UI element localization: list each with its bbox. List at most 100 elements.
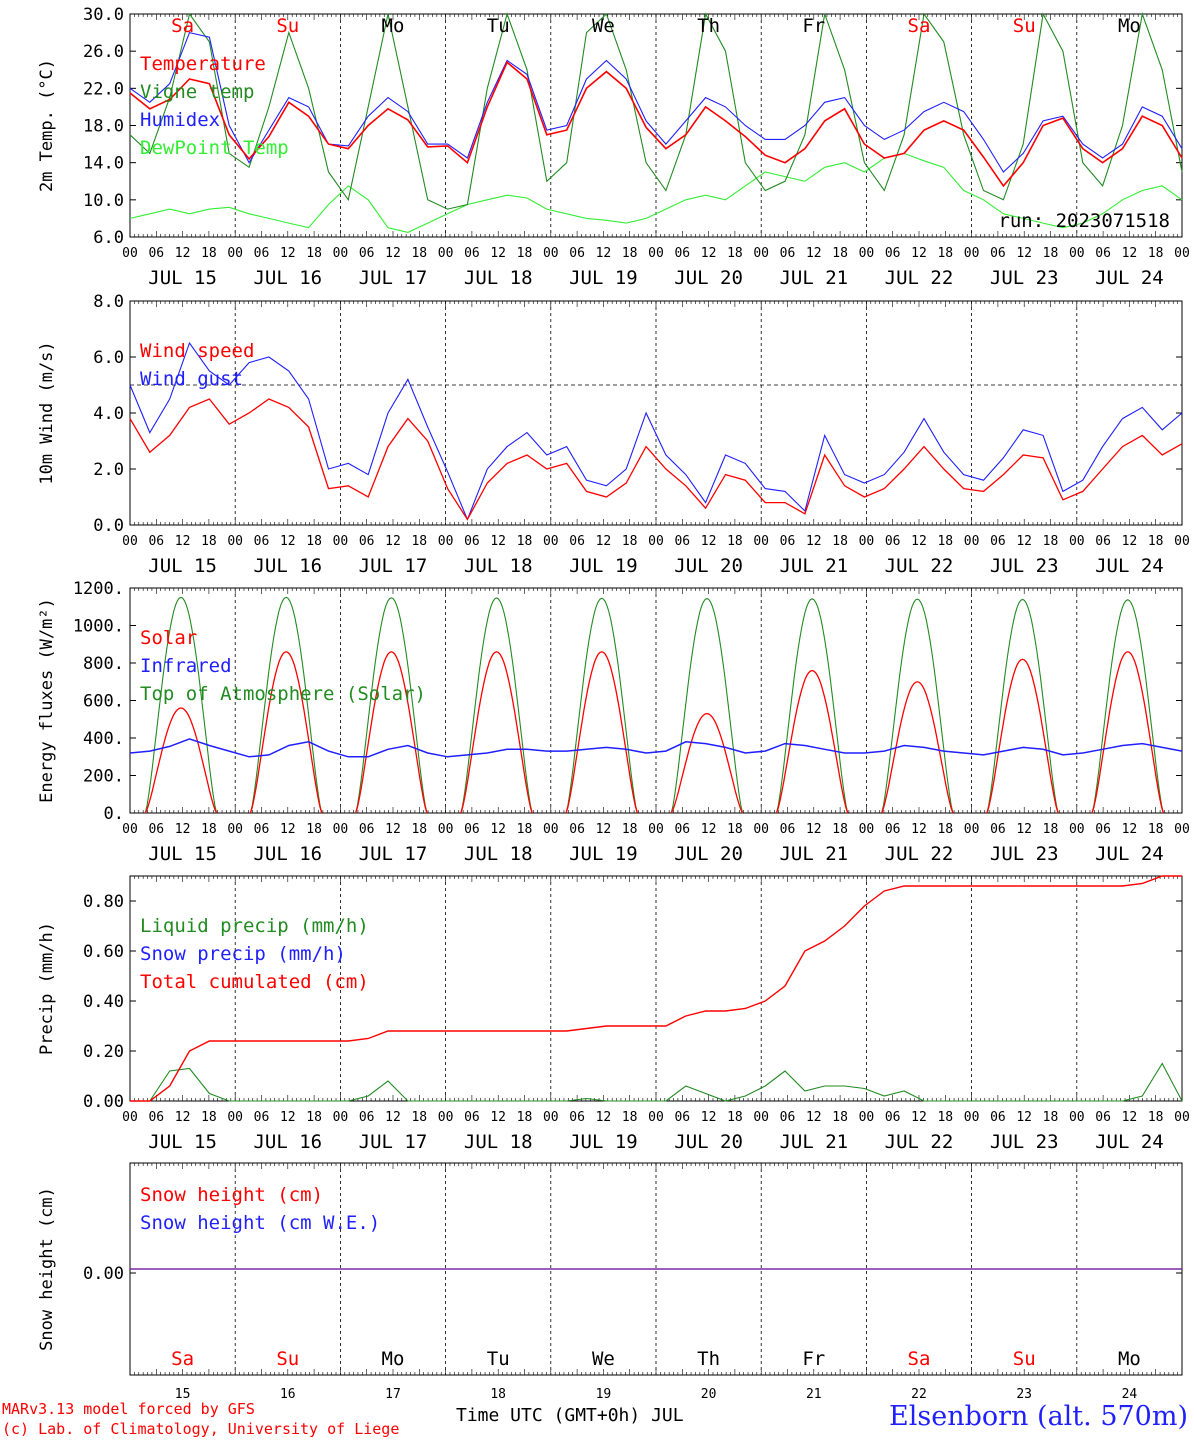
x-hour-label: 12 — [806, 534, 822, 549]
series-top-of-atmosphere — [144, 596, 1164, 814]
day-name: Sa — [171, 1348, 194, 1370]
y-tick-label: 200. — [83, 767, 124, 787]
x-hour-label: 06 — [148, 534, 164, 549]
x-hour-label: 06 — [990, 534, 1006, 549]
x-hour-label: 18 — [622, 1110, 638, 1125]
day-name: Fr — [802, 15, 825, 37]
x-hour-label: 18 — [306, 822, 322, 837]
x-hour-label: 06 — [885, 1110, 901, 1125]
series-infrared — [129, 738, 1183, 758]
day-number: 24 — [1122, 1387, 1138, 1402]
x-hour-label: 12 — [385, 246, 401, 261]
x-hour-label: 06 — [780, 1110, 796, 1125]
x-hour-label: 00 — [648, 822, 664, 837]
x-day-label: JUL 24 — [1095, 1131, 1164, 1153]
y-tick-label: 0.60 — [83, 942, 124, 962]
x-hour-label: 12 — [175, 822, 191, 837]
x-hour-label: 00 — [964, 246, 980, 261]
x-day-label: JUL 22 — [885, 843, 954, 865]
day-number: 16 — [280, 1387, 296, 1402]
x-day-label: JUL 22 — [885, 1131, 954, 1153]
y-tick-label: 18.0 — [83, 117, 124, 137]
station-title: Elsenborn (alt. 570m) — [889, 1401, 1188, 1432]
x-hour-label: 12 — [596, 1110, 612, 1125]
x-hour-label: 00 — [1069, 822, 1085, 837]
x-hour-label: 06 — [885, 534, 901, 549]
y-axis-label-1: 2m Temp. (°C) — [37, 59, 57, 192]
x-hour-label: 18 — [411, 1110, 427, 1125]
x-day-label: JUL 17 — [359, 843, 428, 865]
legend-item: Snow height (cm) — [140, 1184, 323, 1206]
y-tick-label: 8.0 — [93, 292, 124, 312]
x-hour-label: 00 — [543, 1110, 559, 1125]
x-hour-label: 12 — [596, 246, 612, 261]
y-tick-label: 22.0 — [83, 79, 124, 99]
x-hour-label: 18 — [517, 534, 533, 549]
y-axis-label-3: Energy fluxes (W/m²) — [37, 598, 57, 803]
day-name: Sa — [171, 15, 194, 37]
day-name: Th — [697, 15, 720, 37]
y-tick-label: 600. — [83, 692, 124, 712]
x-hour-label: 12 — [280, 822, 296, 837]
x-hour-label: 06 — [254, 1110, 270, 1125]
x-hour-label: 06 — [254, 534, 270, 549]
x-hour-label: 12 — [1122, 822, 1138, 837]
legend-item: Temperature — [140, 53, 266, 75]
x-hour-label: 00 — [859, 534, 875, 549]
day-number: 19 — [596, 1387, 612, 1402]
x-hour-label: 06 — [359, 246, 375, 261]
y-tick-label: 1200. — [73, 579, 124, 599]
x-day-label: JUL 20 — [674, 843, 743, 865]
day-name: Su — [276, 15, 299, 37]
legend-item: Total cumulated (cm) — [140, 971, 369, 993]
y-tick-label: 30.0 — [83, 5, 124, 25]
x-hour-label: 00 — [648, 534, 664, 549]
copyright-line: (c) Lab. of Climatology, University of L… — [2, 1420, 400, 1438]
series-wind-speed — [129, 398, 1183, 521]
x-hour-label: 00 — [227, 246, 243, 261]
x-hour-label: 18 — [1043, 1110, 1059, 1125]
x-hour-label: 06 — [780, 246, 796, 261]
x-hour-label: 12 — [490, 822, 506, 837]
x-hour-label: 06 — [569, 822, 585, 837]
x-hour-label: 06 — [674, 534, 690, 549]
day-name: Sa — [908, 15, 931, 37]
series-wind-gust — [129, 341, 1183, 521]
x-hour-label: 06 — [254, 246, 270, 261]
x-hour-label: 12 — [490, 246, 506, 261]
x-hour-label: 00 — [333, 534, 349, 549]
x-day-label: JUL 24 — [1095, 267, 1164, 289]
x-hour-label: 00 — [859, 1110, 875, 1125]
x-day-label: JUL 20 — [674, 267, 743, 289]
x-hour-label: 12 — [911, 534, 927, 549]
x-hour-label: 06 — [1095, 246, 1111, 261]
x-day-label: JUL 15 — [148, 1131, 217, 1153]
x-day-label: JUL 18 — [464, 843, 533, 865]
day-name: Mo — [382, 15, 405, 37]
x-hour-label: 18 — [832, 1110, 848, 1125]
x-hour-label: 12 — [806, 822, 822, 837]
x-hour-label: 00 — [1174, 1110, 1190, 1125]
x-hour-label: 00 — [964, 534, 980, 549]
x-hour-label: 06 — [464, 246, 480, 261]
x-hour-label: 12 — [701, 246, 717, 261]
x-hour-label: 00 — [753, 534, 769, 549]
x-hour-label: 12 — [385, 822, 401, 837]
x-hour-label: 12 — [175, 534, 191, 549]
legend-item: Liquid precip (mm/h) — [140, 915, 369, 937]
day-number: 21 — [806, 1387, 822, 1402]
x-hour-label: 18 — [622, 246, 638, 261]
x-hour-label: 18 — [937, 534, 953, 549]
x-day-label: JUL 18 — [464, 1131, 533, 1153]
day-name: Su — [1013, 15, 1036, 37]
x-hour-label: 06 — [1095, 1110, 1111, 1125]
day-name: Mo — [1118, 15, 1141, 37]
y-tick-label: 0.40 — [83, 992, 124, 1012]
x-day-label: JUL 24 — [1095, 555, 1164, 577]
x-hour-label: 18 — [411, 822, 427, 837]
x-hour-label: 06 — [148, 246, 164, 261]
y-tick-label: 26.0 — [83, 42, 124, 62]
day-name: Mo — [382, 1348, 405, 1370]
day-name: We — [592, 1348, 615, 1370]
